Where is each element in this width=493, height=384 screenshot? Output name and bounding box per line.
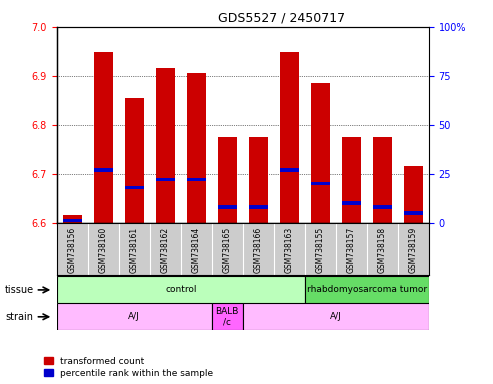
Text: GSM738159: GSM738159 [409, 227, 418, 273]
Legend: transformed count, percentile rank within the sample: transformed count, percentile rank withi… [44, 357, 213, 377]
Bar [280, 52, 299, 223]
Bar [94, 168, 112, 172]
Bar [305, 276, 429, 303]
Bar [373, 205, 391, 209]
Bar [280, 168, 299, 172]
Bar [63, 215, 81, 223]
Bar [243, 303, 429, 330]
Text: GSM738162: GSM738162 [161, 227, 170, 273]
Bar [156, 68, 175, 223]
Text: GSM738157: GSM738157 [347, 227, 356, 273]
Text: control: control [165, 285, 197, 295]
Text: GDS5527 / 2450717: GDS5527 / 2450717 [218, 12, 345, 25]
Text: GSM738163: GSM738163 [285, 227, 294, 273]
Bar [57, 303, 212, 330]
Text: tissue: tissue [5, 285, 34, 295]
Text: GSM738161: GSM738161 [130, 227, 139, 273]
Bar [249, 205, 268, 209]
Text: GSM738166: GSM738166 [254, 227, 263, 273]
Text: BALB
/c: BALB /c [215, 307, 239, 326]
Bar [156, 178, 175, 181]
Bar [94, 52, 112, 223]
Bar [212, 303, 243, 330]
Bar [404, 166, 423, 223]
Text: A/J: A/J [128, 312, 140, 321]
Bar [342, 137, 361, 223]
Text: rhabdomyosarcoma tumor: rhabdomyosarcoma tumor [307, 285, 427, 295]
Text: GSM738165: GSM738165 [223, 227, 232, 273]
Text: GSM738158: GSM738158 [378, 227, 387, 273]
Text: GSM738164: GSM738164 [192, 227, 201, 273]
Bar [311, 182, 330, 185]
Bar [218, 137, 237, 223]
Bar [249, 137, 268, 223]
Bar [342, 202, 361, 205]
Bar [63, 219, 81, 222]
Bar [187, 178, 206, 181]
Bar [187, 73, 206, 223]
Bar [373, 137, 391, 223]
Bar [311, 83, 330, 223]
Text: strain: strain [5, 312, 33, 322]
Text: A/J: A/J [330, 312, 342, 321]
Text: GSM738160: GSM738160 [99, 227, 108, 273]
Bar [57, 276, 305, 303]
Text: GSM738155: GSM738155 [316, 227, 325, 273]
Bar [125, 98, 143, 223]
Text: GSM738156: GSM738156 [68, 227, 77, 273]
Bar [404, 211, 423, 215]
Bar [125, 186, 143, 189]
Bar [218, 205, 237, 209]
